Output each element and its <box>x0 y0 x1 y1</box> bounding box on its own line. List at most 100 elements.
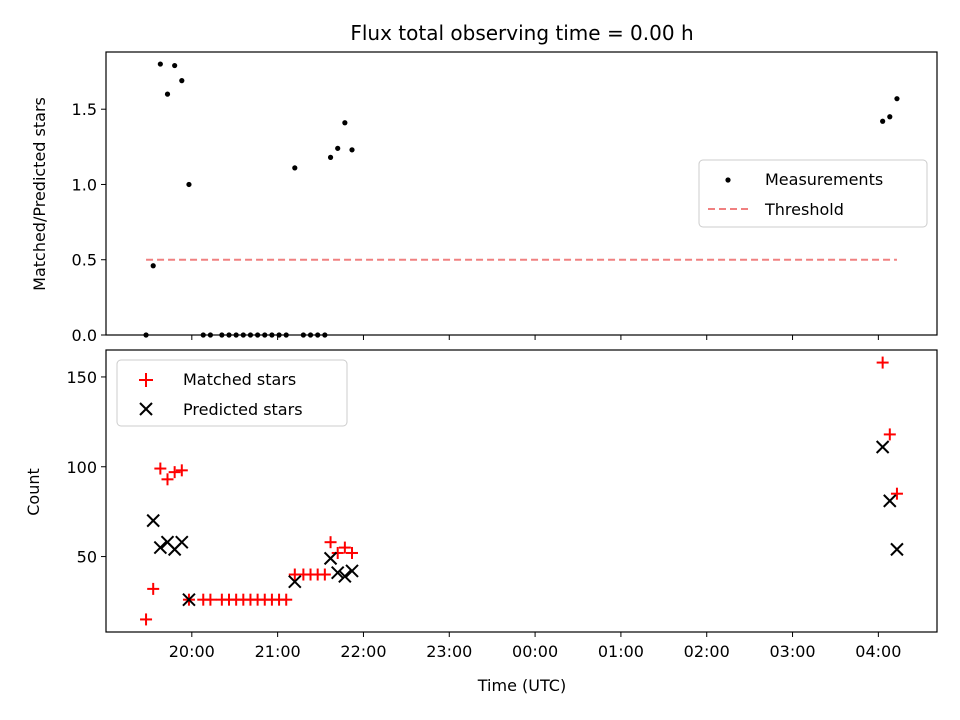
bottom-legend: Matched stars Predicted stars <box>116 359 348 427</box>
top-x-ticks <box>191 335 879 340</box>
measurement-point <box>335 145 341 151</box>
predicted-star-marker-b <box>323 551 338 566</box>
predicted-star-marker <box>883 494 897 508</box>
measurement-point <box>327 154 334 160</box>
predicted-star-marker-b <box>288 574 302 589</box>
predicted-star-marker <box>153 540 168 555</box>
bottom-axes-frame <box>105 349 938 633</box>
bottom-y-ticks: 50 100 150 <box>66 368 106 567</box>
bottom-xtick-label: 20:00 <box>169 642 215 661</box>
top-legend: Measurements Threshold <box>698 159 928 228</box>
matched-star-marker <box>346 546 359 559</box>
bottom-xtick-label: 22:00 <box>340 642 386 661</box>
bottom-xtick-label: 21:00 <box>255 642 301 661</box>
measurement-point <box>887 114 893 120</box>
bottom-xtick-label: 23:00 <box>426 642 472 661</box>
top-axes-frame <box>105 51 938 336</box>
predicted-star-marker-b <box>146 513 160 528</box>
top-legend-frame <box>698 159 928 228</box>
top-y-axis-label: Matched/Predicted stars <box>30 97 49 291</box>
bottom-series-layer <box>140 356 904 626</box>
measurement-point <box>292 165 298 171</box>
legend-marker-dot <box>725 177 731 183</box>
predicted-star-marker <box>175 535 189 549</box>
predicted-star-marker-b <box>890 542 904 557</box>
legend-item-threshold: Threshold <box>708 200 844 219</box>
predicted-star-marker-b <box>875 440 890 454</box>
legend-item-matched-stars: Matched stars <box>139 370 296 389</box>
bottom-xtick-label: 03:00 <box>769 642 815 661</box>
measurement-point <box>342 120 348 126</box>
predicted-star-marker <box>182 592 196 607</box>
matched-star-marker <box>154 462 167 475</box>
bottom-y-axis-label: Count <box>24 468 43 516</box>
legend-label-threshold: Threshold <box>764 200 844 219</box>
top-ytick-label: 1.5 <box>72 100 97 119</box>
measurement-point <box>349 147 355 153</box>
predicted-star-marker-b <box>331 566 345 580</box>
predicted-star-marker-b <box>153 540 168 555</box>
x-axis-label: Time (UTC) <box>477 676 566 695</box>
measurement-point <box>157 61 163 67</box>
predicted-star-marker <box>146 513 160 528</box>
predicted-star-marker <box>875 440 890 454</box>
matched-star-marker <box>876 356 889 369</box>
matched-star-marker <box>883 428 896 441</box>
predicted-star-marker-b <box>883 494 897 508</box>
legend-label-measurements: Measurements <box>765 170 883 189</box>
predicted-star-marker-b <box>160 535 175 549</box>
bottom-legend-frame <box>116 359 348 427</box>
bottom-ytick-label: 100 <box>66 458 97 477</box>
measurement-point <box>880 118 886 124</box>
bottom-panel: 50 100 150 20:00 21:00 22:00 23:00 00:00 01:00 0… <box>24 349 938 695</box>
measurement-point <box>150 263 156 269</box>
matched-star-marker <box>280 593 293 606</box>
legend-label-matched-stars: Matched stars <box>183 370 296 389</box>
bottom-xtick-label: 04:00 <box>855 642 901 661</box>
matched-star-marker <box>338 541 351 554</box>
top-ytick-label: 0.5 <box>72 251 97 270</box>
matched-star-marker <box>331 546 344 559</box>
bottom-xtick-label: 01:00 <box>598 642 644 661</box>
matched-star-marker <box>324 536 337 549</box>
measurement-point <box>894 96 900 102</box>
matched-star-marker <box>168 466 181 479</box>
predicted-star-marker-b <box>182 592 196 607</box>
bottom-xtick-label: 00:00 <box>512 642 558 661</box>
predicted-star-marker <box>288 574 302 589</box>
predicted-star-marker <box>338 569 352 584</box>
top-ytick-label: 0.0 <box>72 326 97 345</box>
matched-star-marker <box>175 464 188 477</box>
matched-star-marker <box>140 613 153 626</box>
predicted-star-marker <box>331 566 345 580</box>
bottom-ytick-label: 150 <box>66 368 97 387</box>
chart-title: Flux total observing time = 0.00 h <box>350 21 693 45</box>
measurement-point <box>179 78 185 84</box>
predicted-star-marker <box>345 564 359 578</box>
matched-star-marker <box>890 487 903 500</box>
legend-marker-x <box>139 402 153 416</box>
matched-star-marker <box>204 593 217 606</box>
predicted-star-marker <box>323 551 338 566</box>
top-panel: 0.0 0.5 1.0 1.5 Matched/Predicted stars Mea… <box>30 51 938 345</box>
bottom-ytick-label: 50 <box>77 548 97 567</box>
top-ytick-label: 1.0 <box>72 175 97 194</box>
legend-marker-plus <box>139 373 153 387</box>
predicted-star-marker-b <box>345 564 359 578</box>
bottom-xtick-label: 02:00 <box>684 642 730 661</box>
measurement-point <box>172 62 178 69</box>
top-y-ticks: 0.0 0.5 1.0 1.5 <box>72 100 106 345</box>
matched-star-marker <box>161 473 174 486</box>
predicted-star-marker-b <box>175 535 189 549</box>
legend-item-measurements: Measurements <box>725 170 883 189</box>
legend-label-predicted-stars: Predicted stars <box>183 400 303 419</box>
legend-item-predicted-stars: Predicted stars <box>139 400 303 419</box>
predicted-star-marker <box>890 542 904 557</box>
bottom-x-ticks: 20:00 21:00 22:00 23:00 00:00 01:00 02:00 03:00… <box>169 632 901 661</box>
measurement-point <box>164 91 171 97</box>
matched-star-marker <box>318 568 331 581</box>
measurement-point <box>186 181 192 188</box>
matched-star-marker <box>147 582 160 595</box>
predicted-star-marker-b <box>338 569 352 584</box>
